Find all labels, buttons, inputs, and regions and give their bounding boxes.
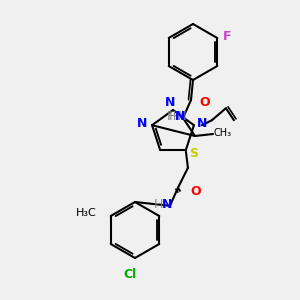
Text: S: S — [189, 147, 198, 160]
Text: Cl: Cl — [123, 268, 136, 281]
Text: H: H — [167, 110, 176, 124]
Text: H: H — [154, 198, 163, 211]
Text: N: N — [162, 198, 172, 211]
Text: N: N — [165, 95, 175, 109]
Text: H₃C: H₃C — [76, 208, 97, 218]
Text: N: N — [137, 117, 147, 130]
Text: CH₃: CH₃ — [214, 128, 232, 138]
Text: F: F — [223, 29, 232, 43]
Text: O: O — [190, 185, 201, 198]
Text: N: N — [175, 110, 185, 124]
Text: N: N — [197, 117, 207, 130]
Text: HN: HN — [169, 110, 188, 124]
Text: O: O — [199, 95, 210, 109]
